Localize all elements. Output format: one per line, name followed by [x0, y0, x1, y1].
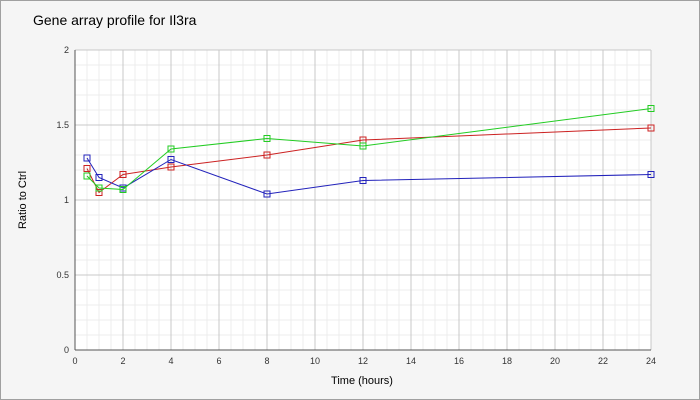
axes — [74, 50, 651, 351]
y-tick-label: 1 — [64, 195, 69, 205]
series-line — [86, 157, 652, 195]
data-point — [83, 165, 91, 172]
data-point — [95, 174, 103, 181]
series-layer — [83, 105, 655, 198]
data-point — [83, 172, 91, 180]
x-tick-label: 4 — [168, 356, 173, 366]
x-tick-label: 0 — [72, 356, 77, 366]
x-tick-label: 6 — [216, 356, 221, 366]
series-1 — [83, 124, 655, 196]
chart-title: Gene array profile for Il3ra — [33, 12, 197, 28]
x-axis-label: Time (hours) — [331, 375, 393, 387]
data-point — [647, 124, 655, 132]
data-point — [95, 189, 103, 196]
data-point — [263, 151, 271, 159]
x-axis-ticks: 0 2 4 6 8 10 12 14 16 18 20 22 24 — [72, 356, 656, 366]
data-point — [167, 163, 175, 171]
x-tick-label: 16 — [454, 356, 464, 366]
data-point — [83, 154, 91, 162]
series-3 — [83, 105, 655, 193]
data-point — [647, 105, 655, 112]
x-tick-label: 14 — [406, 356, 416, 366]
data-point — [263, 190, 271, 198]
data-point — [119, 186, 127, 193]
data-point — [359, 142, 367, 150]
y-axis-ticks: 0 0.5 1 1.5 2 — [56, 45, 69, 355]
data-point — [647, 171, 655, 178]
x-tick-label: 12 — [358, 356, 368, 366]
x-tick-label: 2 — [120, 356, 125, 366]
data-point — [119, 171, 127, 178]
series-line — [86, 127, 652, 194]
y-tick-label: 2 — [64, 45, 69, 55]
y-tick-label: 1.5 — [56, 120, 69, 130]
x-tick-label: 10 — [310, 356, 320, 366]
x-tick-label: 20 — [550, 356, 560, 366]
x-tick-label: 22 — [598, 356, 608, 366]
series-line — [86, 108, 652, 191]
data-point — [95, 184, 103, 192]
x-tick-label: 8 — [264, 356, 269, 366]
y-tick-label: 0.5 — [56, 270, 69, 280]
x-tick-label: 24 — [646, 356, 656, 366]
data-point — [359, 177, 367, 184]
x-tick-label: 18 — [502, 356, 512, 366]
data-point — [167, 145, 175, 153]
y-axis-label: Ratio to Ctrl — [17, 171, 29, 229]
data-point — [263, 135, 271, 142]
data-point — [167, 156, 175, 163]
y-tick-label: 0 — [64, 345, 69, 355]
